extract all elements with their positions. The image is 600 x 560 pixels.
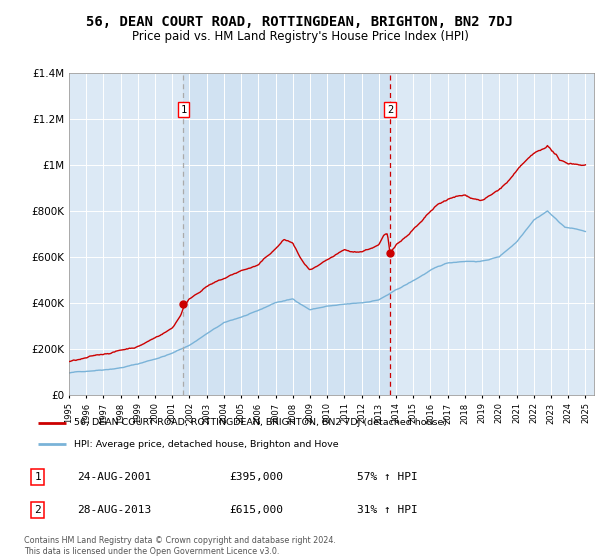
Bar (184, 73, 390, 395)
Text: 2: 2 (35, 505, 41, 515)
Text: 57% ↑ HPI: 57% ↑ HPI (357, 472, 418, 482)
Text: Price paid vs. HM Land Registry's House Price Index (HPI): Price paid vs. HM Land Registry's House … (131, 30, 469, 43)
Text: 28-AUG-2013: 28-AUG-2013 (77, 505, 151, 515)
Text: 24-AUG-2001: 24-AUG-2001 (77, 472, 151, 482)
Text: 2: 2 (387, 105, 393, 115)
Text: 1: 1 (35, 472, 41, 482)
Text: 31% ↑ HPI: 31% ↑ HPI (357, 505, 418, 515)
Text: 1: 1 (181, 105, 187, 115)
Text: Contains HM Land Registry data © Crown copyright and database right 2024.
This d: Contains HM Land Registry data © Crown c… (24, 536, 336, 556)
Text: £395,000: £395,000 (229, 472, 283, 482)
Text: HPI: Average price, detached house, Brighton and Hove: HPI: Average price, detached house, Brig… (74, 440, 338, 449)
Text: 56, DEAN COURT ROAD, ROTTINGDEAN, BRIGHTON, BN2 7DJ: 56, DEAN COURT ROAD, ROTTINGDEAN, BRIGHT… (86, 15, 514, 29)
Text: £615,000: £615,000 (229, 505, 283, 515)
Text: 56, DEAN COURT ROAD, ROTTINGDEAN, BRIGHTON, BN2 7DJ (detached house): 56, DEAN COURT ROAD, ROTTINGDEAN, BRIGHT… (74, 418, 447, 427)
